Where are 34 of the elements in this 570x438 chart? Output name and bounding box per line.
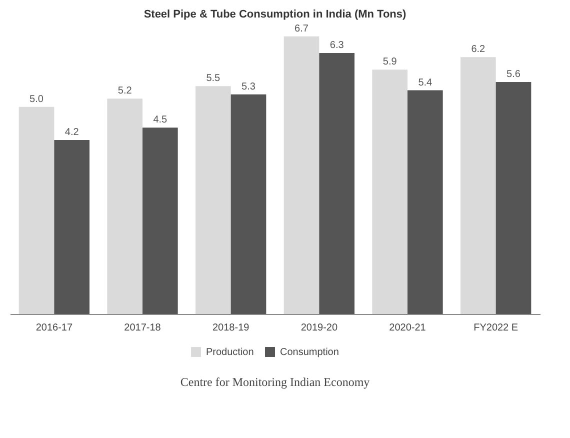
bar bbox=[142, 128, 178, 314]
data-label: 4.2 bbox=[64, 127, 80, 138]
bar bbox=[496, 82, 532, 314]
data-label: 5.4 bbox=[418, 77, 433, 88]
bar bbox=[460, 57, 496, 314]
bar bbox=[107, 98, 142, 314]
bar bbox=[196, 86, 231, 314]
bar bbox=[18, 106, 54, 314]
x-tick-label: 2018-19 bbox=[212, 322, 250, 334]
data-label: 5.5 bbox=[206, 73, 221, 84]
data-label: 4.5 bbox=[153, 114, 168, 126]
data-label: 6.3 bbox=[330, 40, 344, 51]
x-tick-label: FY2022 E bbox=[474, 322, 518, 334]
bar bbox=[54, 140, 90, 314]
bar bbox=[284, 36, 320, 314]
data-label: 5.3 bbox=[242, 81, 256, 92]
x-tick-label: 2020-21 bbox=[389, 322, 426, 334]
bar bbox=[408, 90, 443, 314]
data-label: 5.0 bbox=[30, 94, 44, 105]
data-label: 5.9 bbox=[382, 56, 398, 68]
bar bbox=[319, 53, 354, 314]
x-tick-label: 2017-18 bbox=[124, 322, 162, 334]
bar bbox=[230, 94, 266, 314]
data-label: 5.6 bbox=[506, 69, 521, 80]
x-tick-label: 2016-17 bbox=[36, 322, 73, 334]
chart-title: Steel Pipe & Tube Consumption in India (Mn Tons) bbox=[144, 8, 407, 20]
bar bbox=[372, 70, 408, 314]
legend-label: Production bbox=[206, 347, 254, 358]
data-label: 6.2 bbox=[471, 44, 486, 56]
legend-label: Consumption bbox=[280, 347, 339, 358]
text: Centre for Monitoring Indian Economy bbox=[180, 375, 370, 389]
data-label: 5.2 bbox=[118, 86, 132, 97]
x-tick-label: 2019-20 bbox=[300, 322, 338, 334]
data-label: 6.7 bbox=[294, 23, 309, 34]
